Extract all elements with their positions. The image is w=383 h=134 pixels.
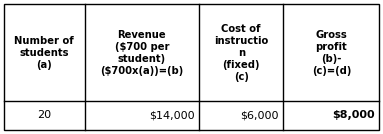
Text: Gross
profit
(b)-
(c)=(d): Gross profit (b)- (c)=(d) xyxy=(312,29,351,76)
Text: Revenue
($700 per
student)
($700x(a))=(b): Revenue ($700 per student) ($700x(a))=(b… xyxy=(100,29,183,76)
Text: 20: 20 xyxy=(37,111,51,120)
Text: Cost of
instructio
n
(fixed)
(c): Cost of instructio n (fixed) (c) xyxy=(214,23,268,81)
Text: Number of
students
(a): Number of students (a) xyxy=(14,36,74,70)
Text: $14,000: $14,000 xyxy=(149,111,195,120)
Text: $6,000: $6,000 xyxy=(241,111,279,120)
Text: $8,000: $8,000 xyxy=(332,111,375,120)
